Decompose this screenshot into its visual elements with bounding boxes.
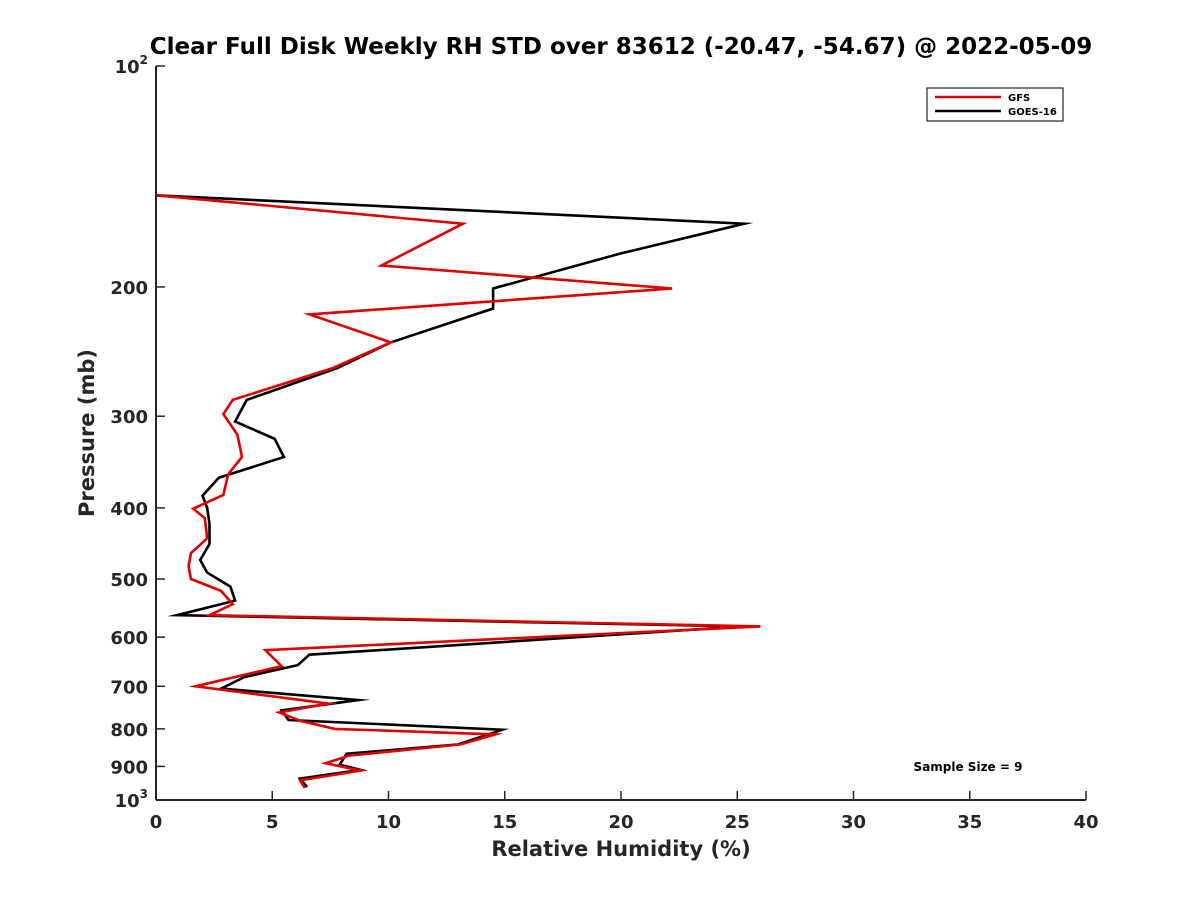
y-tick-label: 200 — [110, 278, 148, 299]
y-axis-label: Pressure (mb) — [75, 349, 99, 517]
x-tick-label: 40 — [1073, 812, 1098, 833]
legend-label-gfs: GFS — [1008, 93, 1030, 104]
legend: GFS GOES-16 — [926, 87, 1064, 122]
x-tick-label: 30 — [841, 812, 866, 833]
chart-title: Clear Full Disk Weekly RH STD over 83612… — [150, 34, 1092, 60]
y-tick-label: 300 — [110, 407, 148, 428]
x-tick-label: 20 — [608, 812, 633, 833]
x-tick-label: 5 — [266, 812, 279, 833]
x-tick-label: 35 — [957, 812, 982, 833]
x-ticks: 0 5 10 15 20 25 30 35 40 — [150, 791, 1099, 833]
y-tick-label: 900 — [110, 757, 148, 778]
x-tick-label: 15 — [492, 812, 517, 833]
series-line-goes-16 — [155, 194, 754, 788]
x-tick-label: 0 — [150, 812, 163, 833]
plot-area: 0 5 10 15 20 25 30 35 40 102 200 300 400 500 600 700 80… — [110, 53, 1098, 833]
sample-size-annotation: Sample Size = 9 — [914, 760, 1023, 774]
series-layer — [155, 194, 761, 789]
x-tick-label: 25 — [725, 812, 750, 833]
y-tick-label: 103 — [115, 787, 148, 812]
y-tick-label: 102 — [115, 53, 148, 78]
y-tick-label: 500 — [110, 570, 148, 591]
y-tick-label: 700 — [110, 677, 148, 698]
y-tick-label: 800 — [110, 720, 148, 741]
legend-box — [926, 87, 1064, 122]
series-line-gfs — [155, 194, 761, 789]
legend-label-goes-16: GOES-16 — [1008, 107, 1057, 118]
y-tick-label: 400 — [110, 499, 148, 520]
x-axis-label: Relative Humidity (%) — [491, 837, 750, 861]
x-tick-label: 10 — [376, 812, 401, 833]
y-ticks: 102 200 300 400 500 600 700 800 900 103 — [110, 53, 165, 812]
y-tick-label: 600 — [110, 628, 148, 649]
